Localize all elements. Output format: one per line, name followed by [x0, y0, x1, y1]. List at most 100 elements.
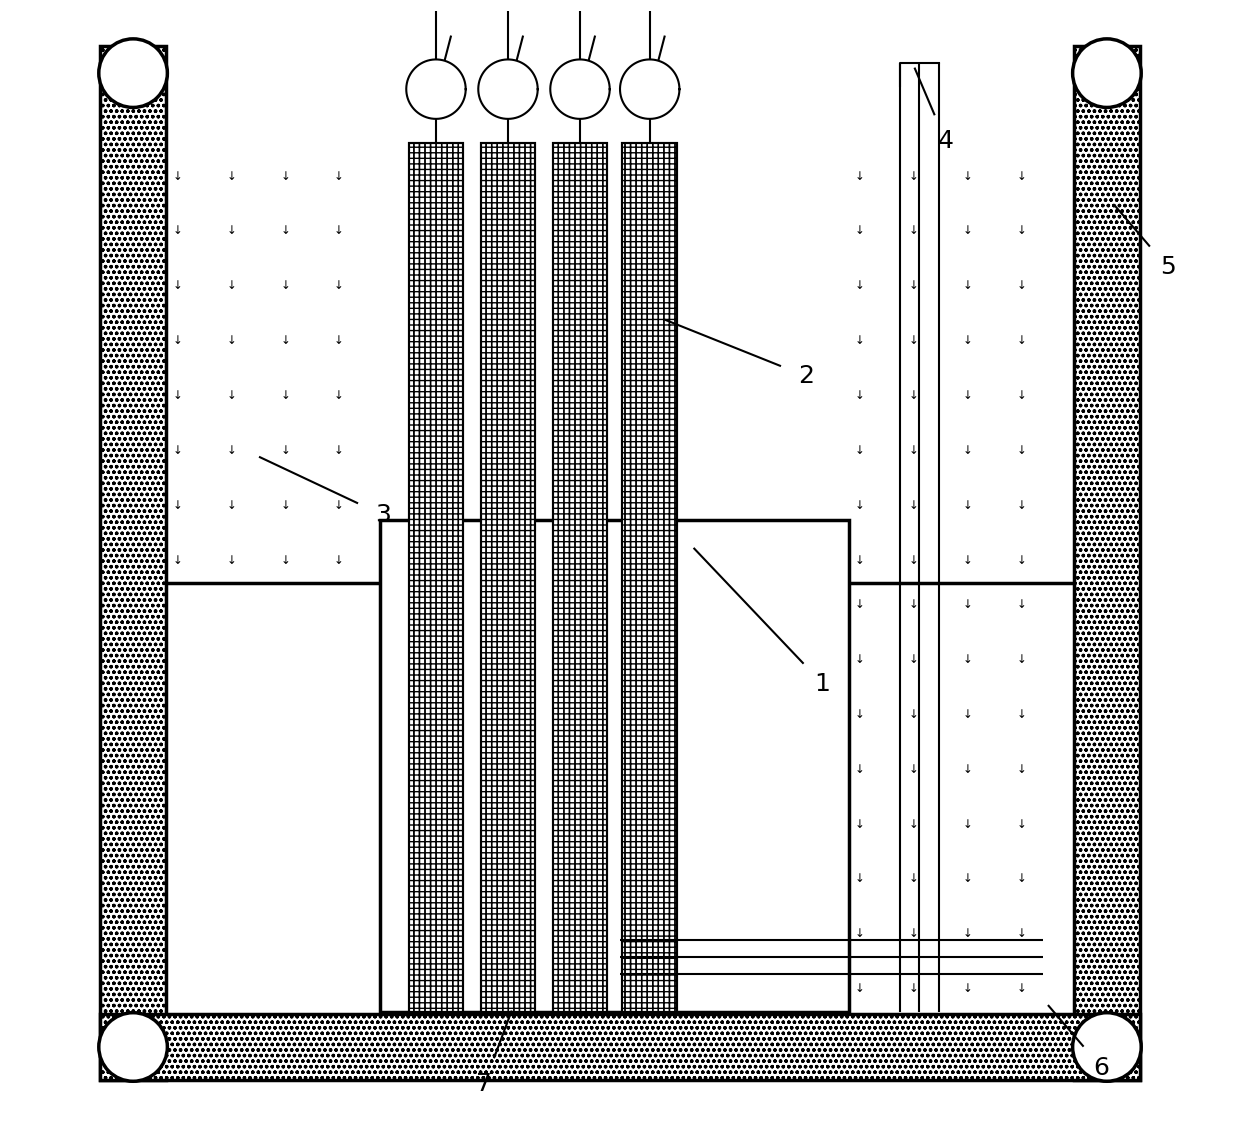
- Bar: [622, 143, 677, 1012]
- Circle shape: [1073, 39, 1141, 107]
- Text: ↓: ↓: [172, 443, 182, 457]
- Text: ↓: ↓: [1017, 224, 1027, 238]
- Text: ↓: ↓: [1017, 817, 1027, 831]
- Circle shape: [99, 1013, 167, 1081]
- Text: ↓: ↓: [909, 762, 919, 776]
- Text: ↓: ↓: [172, 334, 182, 347]
- Text: ↓: ↓: [909, 598, 919, 612]
- Text: ↓: ↓: [962, 334, 972, 347]
- Text: ↓: ↓: [909, 389, 919, 402]
- Bar: [379, 520, 848, 1012]
- Text: ↓: ↓: [227, 279, 237, 293]
- Text: 5: 5: [1159, 255, 1176, 279]
- Text: ↓: ↓: [1017, 334, 1027, 347]
- Bar: [481, 143, 536, 1012]
- Text: ↓: ↓: [962, 169, 972, 183]
- Text: ↓: ↓: [172, 498, 182, 512]
- Text: ↓: ↓: [962, 553, 972, 567]
- Text: ↓: ↓: [280, 389, 290, 402]
- Text: ↓: ↓: [909, 334, 919, 347]
- Text: ↓: ↓: [909, 553, 919, 567]
- Text: ↓: ↓: [280, 279, 290, 293]
- Text: ↓: ↓: [280, 224, 290, 238]
- Text: ↓: ↓: [962, 389, 972, 402]
- Text: ↓: ↓: [909, 927, 919, 941]
- Text: ↓: ↓: [962, 817, 972, 831]
- Text: ↓: ↓: [909, 817, 919, 831]
- Text: 1: 1: [815, 672, 831, 696]
- Text: ↓: ↓: [909, 279, 919, 293]
- Text: ↓: ↓: [334, 224, 343, 238]
- Text: ↓: ↓: [909, 653, 919, 666]
- Text: ↓: ↓: [909, 443, 919, 457]
- Text: ↓: ↓: [856, 169, 866, 183]
- Text: 4: 4: [937, 129, 954, 153]
- Text: ↓: ↓: [334, 498, 343, 512]
- Text: ↓: ↓: [856, 598, 866, 612]
- Bar: [100, 1014, 1140, 1080]
- Text: ↓: ↓: [856, 872, 866, 886]
- Text: ↓: ↓: [856, 389, 866, 402]
- Text: ↓: ↓: [334, 334, 343, 347]
- Bar: [408, 143, 464, 1012]
- Text: ↓: ↓: [1017, 443, 1027, 457]
- Bar: [622, 143, 677, 1012]
- Text: ↓: ↓: [962, 224, 972, 238]
- Text: 2: 2: [799, 365, 815, 389]
- Text: ↓: ↓: [1017, 498, 1027, 512]
- Text: ↓: ↓: [280, 334, 290, 347]
- Text: ↓: ↓: [856, 553, 866, 567]
- Circle shape: [1073, 1013, 1141, 1081]
- Text: ↓: ↓: [280, 169, 290, 183]
- Text: ↓: ↓: [1017, 872, 1027, 886]
- Text: ↓: ↓: [856, 224, 866, 238]
- Text: ↓: ↓: [962, 443, 972, 457]
- Text: ↓: ↓: [1017, 982, 1027, 996]
- Text: 3: 3: [374, 503, 391, 527]
- Text: ↓: ↓: [856, 982, 866, 996]
- Text: ↓: ↓: [909, 708, 919, 721]
- Text: ↓: ↓: [962, 708, 972, 721]
- Text: ↓: ↓: [1017, 762, 1027, 776]
- Text: ↓: ↓: [909, 224, 919, 238]
- Text: ↓: ↓: [856, 817, 866, 831]
- Text: ↓: ↓: [856, 762, 866, 776]
- Text: ↓: ↓: [909, 169, 919, 183]
- Text: ↓: ↓: [962, 279, 972, 293]
- Text: ↓: ↓: [334, 553, 343, 567]
- Text: ↓: ↓: [962, 598, 972, 612]
- Text: ↓: ↓: [334, 443, 343, 457]
- Text: ↓: ↓: [856, 279, 866, 293]
- Text: ↓: ↓: [172, 389, 182, 402]
- Text: ↓: ↓: [227, 169, 237, 183]
- Text: ↓: ↓: [1017, 279, 1027, 293]
- Text: ↓: ↓: [962, 498, 972, 512]
- Text: ↓: ↓: [172, 169, 182, 183]
- Text: ↓: ↓: [1017, 553, 1027, 567]
- Text: ↓: ↓: [962, 762, 972, 776]
- Text: ↓: ↓: [334, 169, 343, 183]
- Text: ↓: ↓: [227, 334, 237, 347]
- Text: ↓: ↓: [227, 224, 237, 238]
- Text: ↓: ↓: [172, 224, 182, 238]
- Text: ↓: ↓: [1017, 389, 1027, 402]
- Text: 6: 6: [1094, 1055, 1110, 1079]
- Text: ↓: ↓: [280, 553, 290, 567]
- Text: ↓: ↓: [856, 927, 866, 941]
- Bar: [166, 46, 1074, 1014]
- Text: ↓: ↓: [227, 553, 237, 567]
- Text: ↓: ↓: [1017, 927, 1027, 941]
- Text: ↓: ↓: [280, 443, 290, 457]
- Text: ↓: ↓: [1017, 653, 1027, 666]
- Text: ↓: ↓: [227, 443, 237, 457]
- Text: ↓: ↓: [172, 553, 182, 567]
- Bar: [553, 143, 608, 1012]
- Text: ↓: ↓: [856, 443, 866, 457]
- Text: ↓: ↓: [334, 389, 343, 402]
- Text: ↓: ↓: [1017, 169, 1027, 183]
- Bar: [1074, 46, 1140, 1080]
- Text: ↓: ↓: [1017, 708, 1027, 721]
- Bar: [481, 143, 536, 1012]
- Text: ↓: ↓: [172, 279, 182, 293]
- Circle shape: [99, 39, 167, 107]
